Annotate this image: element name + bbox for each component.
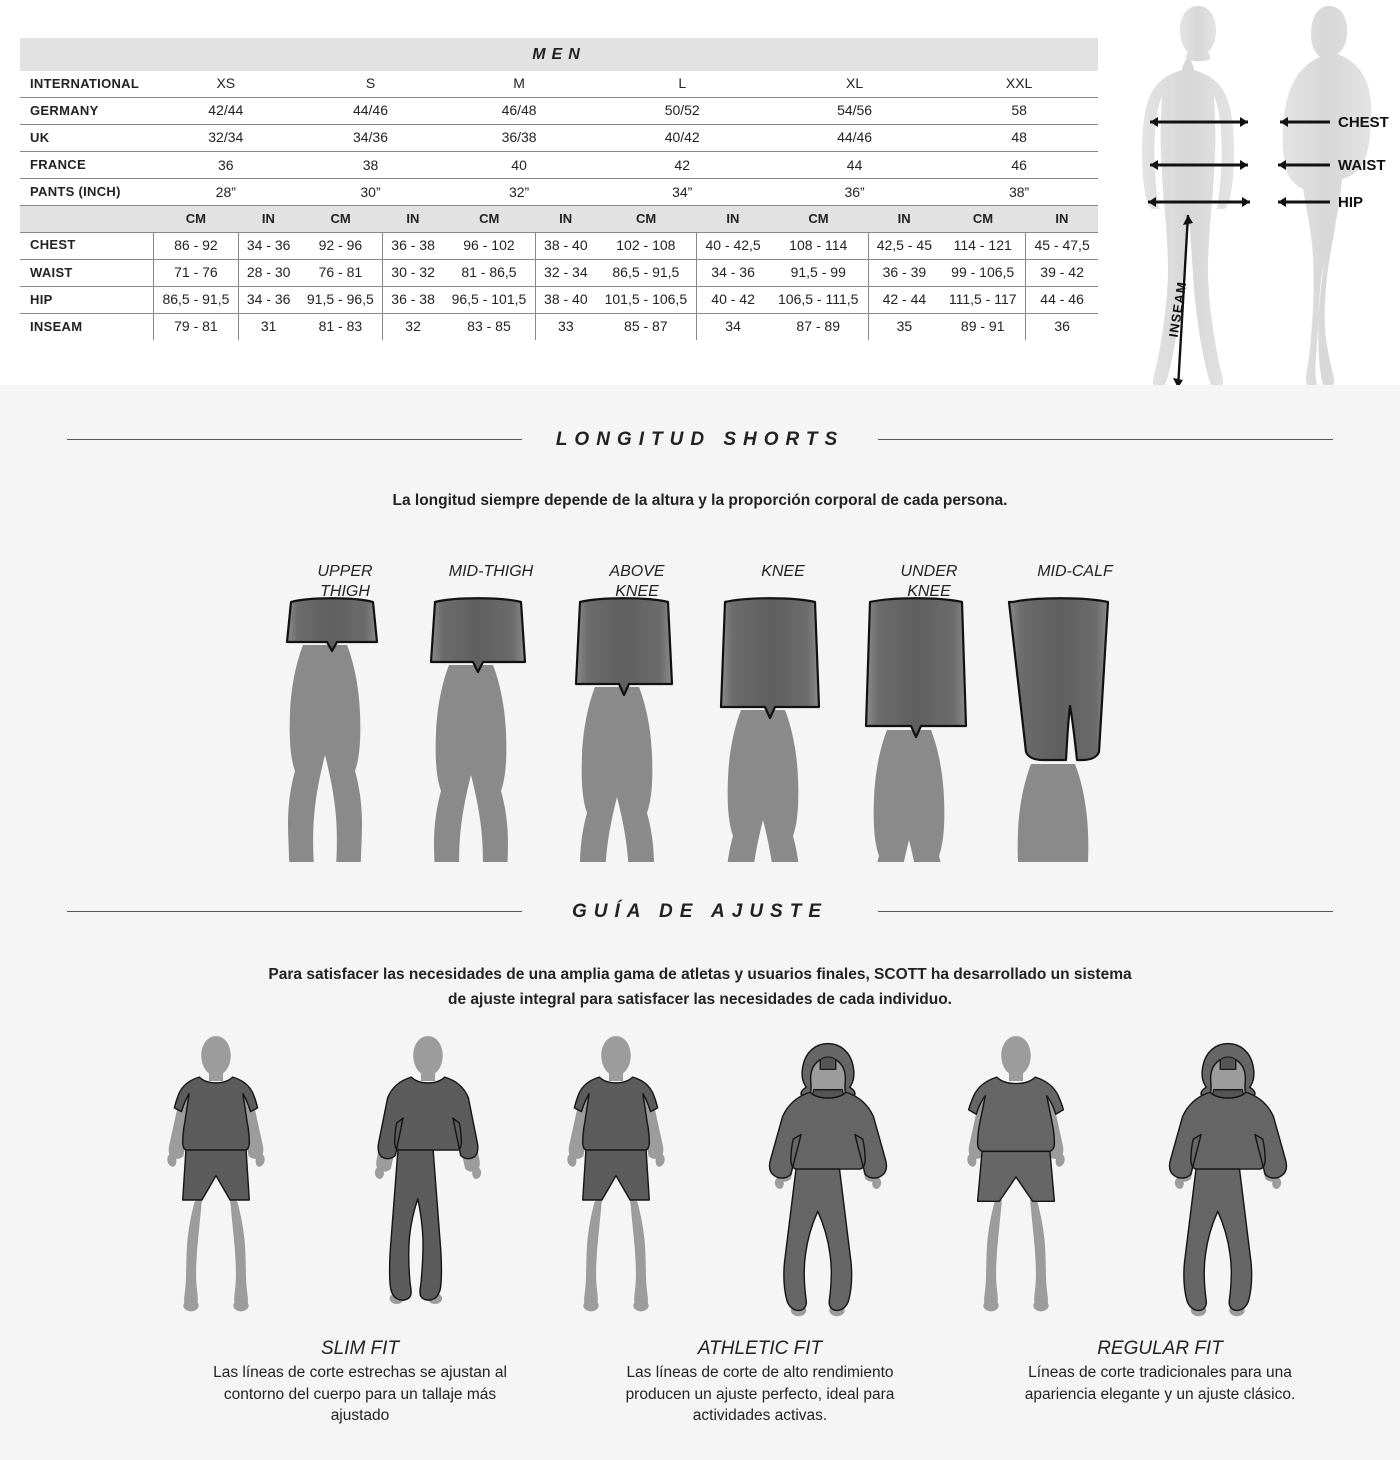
svg-text:HIP: HIP	[1338, 194, 1363, 211]
svg-text:CHEST: CHEST	[1338, 114, 1389, 131]
svg-text:WAIST: WAIST	[1338, 157, 1386, 174]
